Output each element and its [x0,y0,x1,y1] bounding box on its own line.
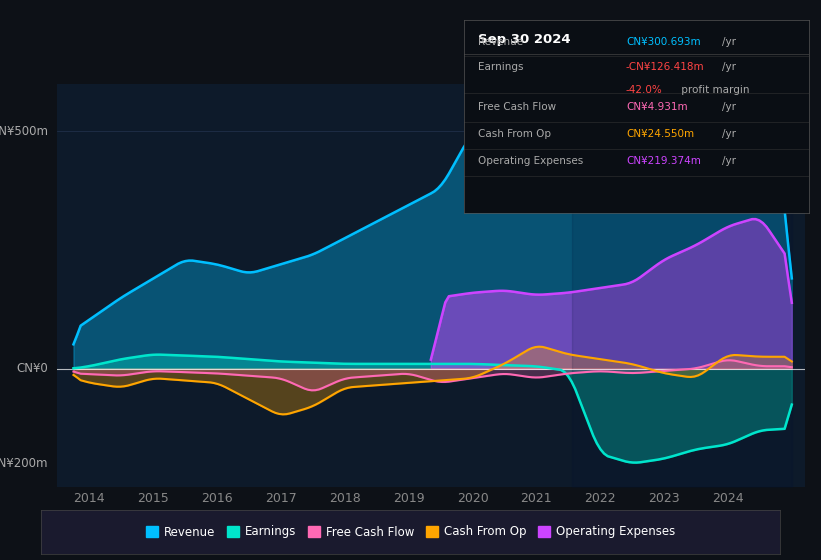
Text: Free Cash Flow: Free Cash Flow [478,102,556,113]
Text: Earnings: Earnings [478,62,523,72]
Text: /yr: /yr [722,156,736,166]
Text: Revenue: Revenue [478,36,523,46]
Text: /yr: /yr [722,62,736,72]
Text: -CN¥126.418m: -CN¥126.418m [626,62,704,72]
Text: CN¥300.693m: CN¥300.693m [626,36,700,46]
Text: /yr: /yr [722,129,736,139]
Text: Cash From Op: Cash From Op [478,129,551,139]
Text: -42.0%: -42.0% [626,85,663,95]
Text: CN¥500m: CN¥500m [0,125,48,138]
Text: -CN¥200m: -CN¥200m [0,457,48,470]
Text: CN¥0: CN¥0 [16,362,48,375]
Text: profit margin: profit margin [677,85,749,95]
Text: CN¥24.550m: CN¥24.550m [626,129,694,139]
Text: CN¥219.374m: CN¥219.374m [626,156,701,166]
Text: /yr: /yr [722,102,736,113]
Text: Operating Expenses: Operating Expenses [478,156,583,166]
Legend: Revenue, Earnings, Free Cash Flow, Cash From Op, Operating Expenses: Revenue, Earnings, Free Cash Flow, Cash … [141,521,680,543]
Text: /yr: /yr [722,36,736,46]
Text: CN¥4.931m: CN¥4.931m [626,102,687,113]
Text: Sep 30 2024: Sep 30 2024 [478,33,571,46]
